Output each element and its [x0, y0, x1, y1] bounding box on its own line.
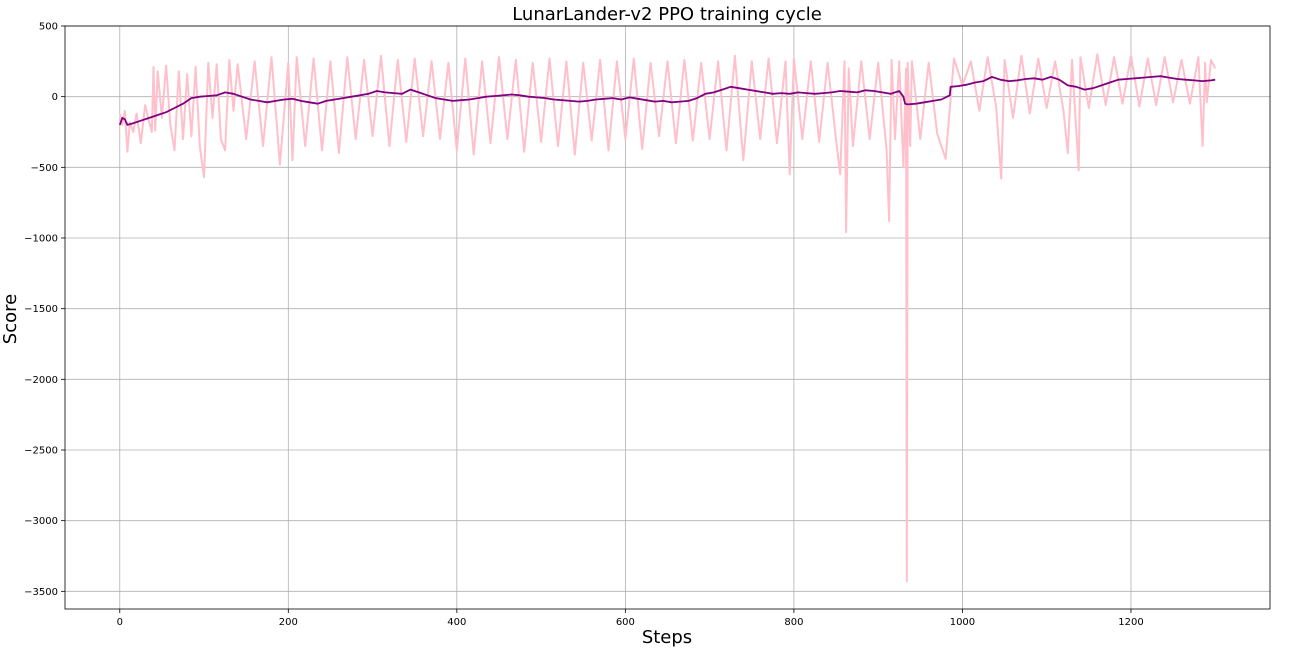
- y-tick-label: −1500: [24, 304, 58, 315]
- series-layer: [118, 53, 1217, 583]
- x-tick-label: 600: [616, 617, 635, 628]
- x-axis: 0 200 400 600 800 1000 1200: [117, 609, 1144, 628]
- x-tick-label: 800: [784, 617, 803, 628]
- x-axis-title: Steps: [642, 627, 692, 648]
- x-tick-label: 200: [279, 617, 298, 628]
- plot-frame: [64, 25, 1271, 610]
- y-tick-label: −3000: [24, 516, 58, 527]
- moving-average-line: [118, 75, 1216, 126]
- y-tick-label: −2000: [24, 375, 58, 386]
- x-tick-label: 400: [447, 617, 466, 628]
- y-axis: 500 0 −500 −1000 −1500 −2000 −2500 −3000 −3500: [24, 22, 65, 598]
- y-tick-label: 0: [52, 92, 58, 103]
- y-tick-label: −500: [31, 163, 58, 174]
- y-tick-label: 500: [39, 22, 58, 33]
- x-tick-label: 0: [117, 617, 123, 628]
- y-axis-title: Score: [0, 294, 21, 344]
- y-tick-label: −1000: [24, 234, 58, 245]
- x-tick-label: 1200: [1118, 617, 1143, 628]
- chart-title: LunarLander-v2 PPO training cycle: [512, 4, 822, 25]
- raw-score-line: [118, 53, 1217, 583]
- y-tick-label: −2500: [24, 446, 58, 457]
- y-tick-label: −3500: [24, 587, 58, 598]
- x-tick-label: 1000: [950, 617, 975, 628]
